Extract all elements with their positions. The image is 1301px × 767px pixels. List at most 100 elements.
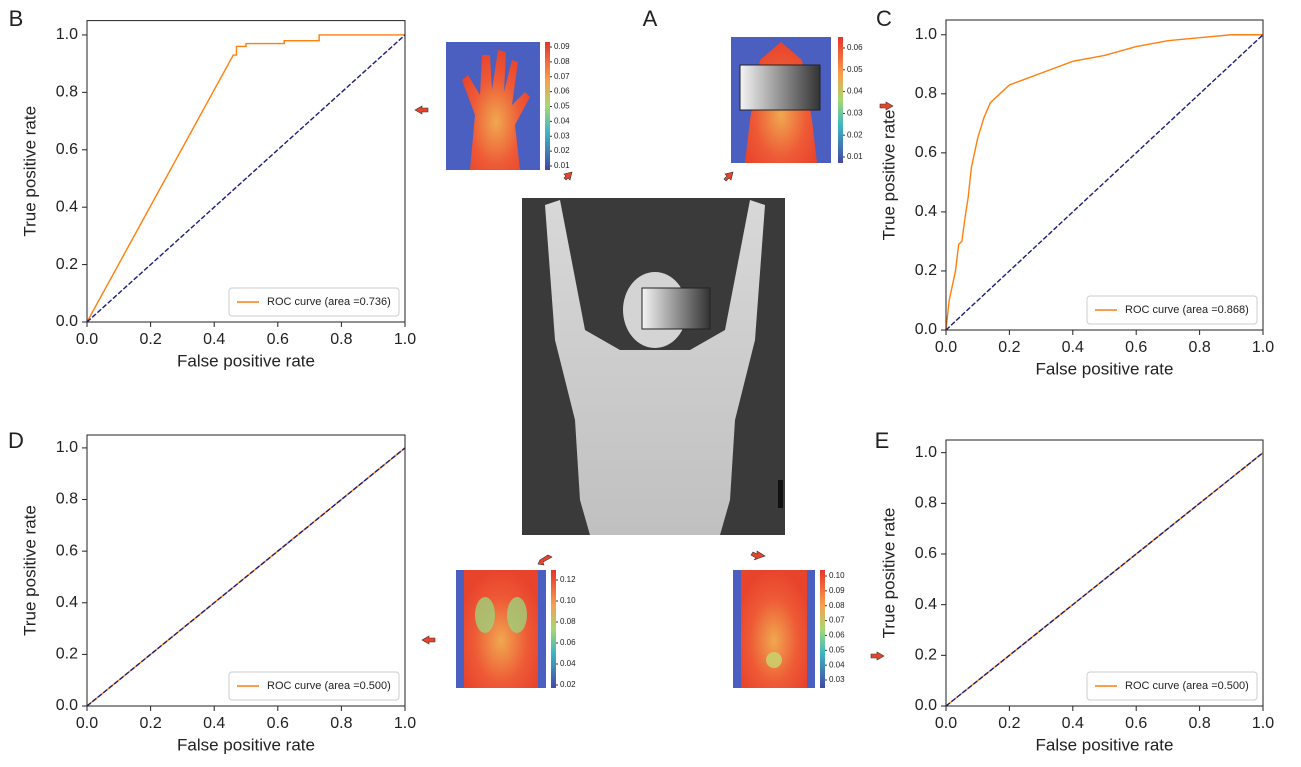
y-tick-label: 0.8 <box>915 85 937 102</box>
x-tick-label: 0.4 <box>1062 715 1084 732</box>
x-tick-label: 0.0 <box>76 331 98 348</box>
roc-line <box>945 452 1264 707</box>
panel-label: C <box>876 6 892 31</box>
x-tick-label: 1.0 <box>394 715 416 732</box>
heatmap-hand <box>446 42 540 170</box>
colorbar-tick-label: 0.04 <box>560 659 576 668</box>
colorbar-tick-label: 0.03 <box>847 109 863 118</box>
x-tick-label: 0.0 <box>935 339 957 356</box>
panel-label: A <box>643 6 658 31</box>
x-tick-label: 0.4 <box>1062 339 1084 356</box>
colorbar-tick-label: 0.03 <box>829 675 845 684</box>
x-axis-label: False positive rate <box>177 735 315 754</box>
y-tick-label: 0.6 <box>56 141 78 158</box>
y-axis-label: True positive rate <box>20 106 39 237</box>
y-tick-label: 1.0 <box>56 26 78 43</box>
colorbar-tick-label: 0.05 <box>554 102 570 111</box>
y-tick-label: 0.4 <box>56 594 78 611</box>
colorbar-tick-label: 0.02 <box>554 146 570 155</box>
colorbar-tick-label: 0.02 <box>560 680 576 689</box>
y-tick-label: 0.0 <box>56 313 78 330</box>
heatmap-abdomen <box>733 570 815 688</box>
thermal-image <box>522 198 785 535</box>
y-axis-label: True positive rate <box>20 505 39 636</box>
colorbar-tick-label: 0.01 <box>847 152 863 161</box>
colorbar-tick-label: 0.08 <box>560 617 576 626</box>
x-tick-label: 1.0 <box>394 331 416 348</box>
y-tick-label: 0.8 <box>56 84 78 101</box>
x-tick-label: 1.0 <box>1252 339 1274 356</box>
colorbar-tick-label: 0.08 <box>829 601 845 610</box>
colorbar-tick-label: 0.12 <box>560 575 576 584</box>
x-tick-label: 0.0 <box>76 715 98 732</box>
x-tick-label: 0.4 <box>203 715 225 732</box>
legend-box <box>228 287 400 317</box>
axes-frame <box>945 19 1264 331</box>
colorbar-tick-label: 0.08 <box>554 57 570 66</box>
colorbar-tick-label: 0.01 <box>554 161 570 170</box>
colorbar-tick-label: 0.07 <box>554 72 570 81</box>
y-tick-label: 0.2 <box>56 646 78 663</box>
axes-frame <box>86 20 406 323</box>
colorbar <box>545 42 550 170</box>
colorbar-tick-label: 0.04 <box>829 660 845 669</box>
panel-label: B <box>9 6 24 31</box>
x-tick-label: 0.8 <box>330 331 352 348</box>
x-tick-label: 0.6 <box>1125 339 1147 356</box>
colorbar-tick-label: 0.05 <box>847 65 863 74</box>
y-tick-label: 0.8 <box>56 491 78 508</box>
colorbar-tick-label: 0.06 <box>560 638 576 647</box>
x-tick-label: 0.2 <box>998 715 1020 732</box>
legend-label: ROC curve (area =0.868) <box>1125 304 1249 316</box>
roc-line <box>945 34 1264 331</box>
x-tick-label: 0.8 <box>330 715 352 732</box>
y-tick-label: 0.8 <box>915 495 937 512</box>
colorbar <box>820 570 825 688</box>
x-axis-label: False positive rate <box>1036 359 1174 378</box>
legend-label: ROC curve (area =0.500) <box>267 680 391 692</box>
colorbar-tick-label: 0.04 <box>554 116 570 125</box>
colorbar-tick-label: 0.09 <box>829 586 845 595</box>
y-tick-label: 1.0 <box>915 26 937 43</box>
legend-box <box>228 671 400 701</box>
x-tick-label: 0.8 <box>1188 339 1210 356</box>
heatmap-head <box>731 37 831 163</box>
colorbar <box>838 37 843 163</box>
colorbar-tick-label: 0.02 <box>847 130 863 139</box>
colorbar-tick-label: 0.04 <box>847 87 863 96</box>
roc-line <box>86 34 405 323</box>
y-tick-label: 0.4 <box>915 203 937 220</box>
x-tick-label: 0.6 <box>267 331 289 348</box>
y-tick-label: 0.2 <box>915 647 937 664</box>
y-tick-label: 0.4 <box>915 596 937 613</box>
x-tick-label: 0.2 <box>998 339 1020 356</box>
y-tick-label: 0.2 <box>56 256 78 273</box>
roc-line <box>945 34 1263 331</box>
legend-box <box>1086 295 1258 325</box>
y-tick-label: 0.0 <box>915 697 937 714</box>
colorbar-tick-label: 0.10 <box>829 571 845 580</box>
colorbar-tick-label: 0.06 <box>829 631 845 640</box>
x-tick-label: 0.4 <box>203 331 225 348</box>
panel-label: D <box>8 428 24 453</box>
legend-label: ROC curve (area =0.500) <box>1125 680 1249 692</box>
y-axis-label: True positive rate <box>879 110 898 241</box>
legend-box <box>1086 671 1258 701</box>
x-tick-label: 1.0 <box>1252 715 1274 732</box>
y-tick-label: 0.6 <box>56 542 78 559</box>
axes-frame <box>86 434 406 707</box>
y-tick-label: 0.6 <box>915 144 937 161</box>
colorbar-tick-label: 0.06 <box>847 43 863 52</box>
x-axis-label: False positive rate <box>1036 735 1174 754</box>
y-tick-label: 0.2 <box>915 262 937 279</box>
colorbar <box>551 570 556 688</box>
panel-label: E <box>875 428 890 453</box>
x-tick-label: 0.6 <box>1125 715 1147 732</box>
y-tick-label: 0.0 <box>56 697 78 714</box>
colorbar-tick-label: 0.03 <box>554 131 570 140</box>
y-tick-label: 0.6 <box>915 545 937 562</box>
y-tick-label: 0.4 <box>56 198 78 215</box>
colorbar-tick-label: 0.09 <box>554 42 570 51</box>
colorbar-tick-label: 0.07 <box>829 616 845 625</box>
